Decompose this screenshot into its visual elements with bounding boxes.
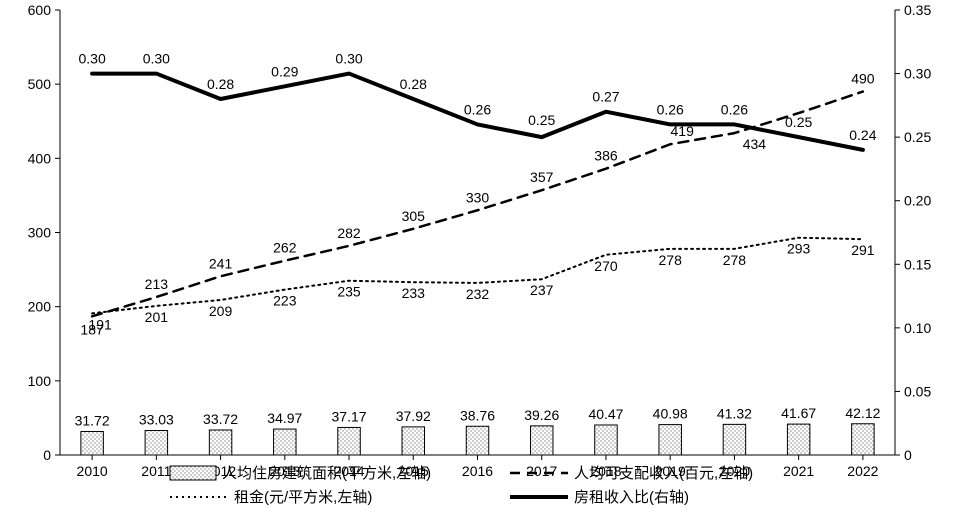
bar-value-label: 40.47 — [588, 406, 623, 422]
x-axis-category-label: 2021 — [783, 463, 814, 479]
right-axis-tick-label: 0.15 — [904, 256, 931, 272]
bar — [145, 431, 167, 455]
rent-value-label: 201 — [145, 309, 169, 325]
right-axis-tick-label: 0.20 — [904, 193, 931, 209]
ratio-value-label: 0.26 — [657, 101, 684, 117]
ratio-value-label: 0.24 — [849, 127, 876, 143]
income-value-label: 213 — [145, 276, 169, 292]
right-axis-tick-label: 0 — [904, 447, 912, 463]
ratio-value-label: 0.30 — [143, 51, 170, 67]
ratio-value-label: 0.30 — [78, 51, 105, 67]
income-value-label: 262 — [273, 240, 297, 256]
right-axis-tick-label: 0.30 — [904, 66, 931, 82]
ratio-value-label: 0.29 — [271, 63, 298, 79]
rent-value-label: 223 — [273, 293, 297, 309]
bar-value-label: 41.67 — [781, 405, 816, 421]
bar — [723, 424, 745, 455]
bar-value-label: 37.17 — [332, 408, 367, 424]
bar — [787, 424, 809, 455]
bar — [466, 426, 488, 455]
legend-label: 房租收入比(右轴) — [574, 489, 689, 506]
left-axis-tick-label: 100 — [28, 373, 52, 389]
income-value-label: 357 — [530, 169, 554, 185]
rent-value-label: 235 — [337, 284, 361, 300]
rent-value-label: 293 — [787, 241, 811, 257]
ratio-value-label: 0.28 — [207, 76, 234, 92]
ratio-value-label: 0.25 — [528, 112, 555, 128]
bar-value-label: 38.76 — [460, 407, 495, 423]
bar-value-label: 40.98 — [653, 406, 688, 422]
right-axis-tick-label: 0.25 — [904, 129, 931, 145]
bar-value-label: 42.12 — [845, 405, 880, 421]
x-axis-category-label: 2022 — [847, 463, 878, 479]
x-axis-category-label: 2010 — [77, 463, 108, 479]
bar — [530, 426, 552, 455]
bar-value-label: 39.26 — [524, 407, 559, 423]
bar-value-label: 31.72 — [75, 412, 110, 428]
ratio-value-label: 0.30 — [335, 51, 362, 67]
ratio-value-label: 0.27 — [592, 89, 619, 105]
rent-value-label: 209 — [209, 303, 233, 319]
legend-label: 人均可支配收入(百元,左轴) — [574, 465, 753, 482]
bar — [402, 427, 424, 455]
left-axis-tick-label: 0 — [43, 447, 51, 463]
x-axis-category-label: 2016 — [462, 463, 493, 479]
bar — [852, 424, 874, 455]
income-value-label: 187 — [80, 321, 104, 337]
bar — [81, 431, 103, 455]
bar — [659, 425, 681, 455]
ratio-value-label: 0.26 — [464, 101, 491, 117]
bar — [274, 429, 296, 455]
left-axis-tick-label: 500 — [28, 76, 52, 92]
combo-chart: 0 100 200 300 400 500 600 0 0.05 0.10 0.15 0.20 0.25… — [0, 0, 955, 530]
left-axis-tick-label: 200 — [28, 299, 52, 315]
rent-value-label: 278 — [659, 252, 683, 268]
income-value-label: 282 — [337, 225, 361, 241]
income-value-label: 241 — [209, 255, 233, 271]
bar-value-label: 33.72 — [203, 411, 238, 427]
x-axis-category-label: 2011 — [141, 463, 171, 479]
legend-swatch-bars — [170, 466, 216, 480]
bar-value-label: 41.32 — [717, 405, 752, 421]
right-axis-tick-label: 0.35 — [904, 2, 931, 18]
bar-value-label: 37.92 — [396, 408, 431, 424]
income-value-label: 386 — [594, 148, 618, 164]
x-axis-category-label: 2017 — [526, 463, 557, 479]
rent-line — [92, 238, 863, 314]
bar — [209, 430, 231, 455]
rent-value-label: 270 — [594, 258, 618, 274]
bar — [338, 427, 360, 455]
ratio-value-label: 0.25 — [785, 114, 812, 130]
left-axis-tick-label: 600 — [28, 2, 52, 18]
chart-container: 0 100 200 300 400 500 600 0 0.05 0.10 0.15 0.20 0.25… — [0, 0, 955, 530]
rent-value-label: 278 — [723, 252, 747, 268]
income-value-label: 490 — [851, 71, 875, 87]
ratio-value-label: 0.28 — [400, 76, 427, 92]
bar-value-label: 34.97 — [267, 410, 302, 426]
income-value-label: 434 — [743, 136, 767, 152]
right-axis-tick-label: 0.10 — [904, 320, 931, 336]
income-value-label: 330 — [466, 189, 490, 205]
bar — [595, 425, 617, 455]
left-axis-tick-label: 400 — [28, 150, 52, 166]
bar-value-label: 33.03 — [139, 412, 174, 428]
right-axis-tick-label: 0.05 — [904, 383, 931, 399]
legend-label: 人均住房建筑面积(平方米,左轴) — [222, 465, 431, 482]
left-axis-tick-label: 300 — [28, 225, 52, 241]
rent-value-label: 291 — [851, 242, 875, 258]
legend-label: 租金(元/平方米,左轴) — [234, 489, 372, 506]
income-value-label: 305 — [402, 208, 426, 224]
rent-value-label: 237 — [530, 282, 554, 298]
rent-value-label: 233 — [402, 285, 426, 301]
rent-value-label: 232 — [466, 286, 490, 302]
ratio-value-label: 0.26 — [721, 101, 748, 117]
